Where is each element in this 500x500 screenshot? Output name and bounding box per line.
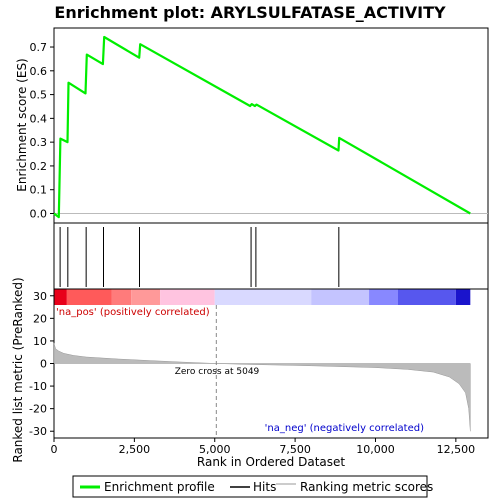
es-panel-frame — [53, 27, 489, 224]
x-tick-label: 12,500 — [437, 443, 476, 456]
x-axis-ticks: 0 2,500 5,000 7,500 10,000 12,500 — [51, 438, 476, 456]
color-bar-segment — [311, 289, 370, 305]
ranking-color-bar — [54, 289, 471, 305]
es-panel-ticks: 0.0 0.1 0.2 0.3 0.4 0.5 0.6 0.7 — [30, 41, 488, 220]
color-bar-segment — [66, 289, 112, 305]
metric-ytick-label: -10 — [29, 380, 47, 393]
x-tick-label: 5,000 — [199, 443, 231, 456]
color-bar-segment — [397, 289, 456, 305]
enrichment-profile-line — [53, 35, 471, 219]
color-bar-segment — [111, 289, 132, 305]
metric-panel-ticks: -30 -20 -10 0 10 20 30 — [29, 290, 54, 438]
color-bar-segment — [131, 289, 161, 305]
x-tick-label: 2,500 — [119, 443, 151, 456]
positive-correlation-label: 'na_pos' (positively correlated) — [56, 307, 210, 318]
es-ytick-label: 0.4 — [30, 112, 48, 125]
color-bar-segment — [455, 289, 471, 305]
zero-cross-label: Zero cross at 5049 — [175, 367, 260, 377]
metric-ytick-label: 0 — [40, 358, 47, 371]
color-bar-segment — [369, 289, 398, 305]
metric-ytick-label: -20 — [29, 403, 47, 416]
hit-marks — [59, 227, 340, 287]
x-tick-label: 10,000 — [356, 443, 395, 456]
es-ytick-label: 0.0 — [30, 207, 48, 220]
x-axis-label: Rank in Ordered Dataset — [197, 455, 345, 469]
chart-title: Enrichment plot: ARYLSULFATASE_ACTIVITY — [54, 3, 446, 22]
color-bar-segment — [160, 289, 215, 305]
hits-panel-frame — [53, 222, 489, 290]
es-ytick-label: 0.3 — [30, 136, 48, 149]
color-bar-segment — [214, 289, 312, 305]
es-ytick-label: 0.7 — [30, 41, 48, 54]
metric-ytick-label: -30 — [29, 425, 47, 438]
metric-ytick-label: 30 — [33, 290, 47, 303]
es-ytick-label: 0.1 — [30, 184, 48, 197]
legend-hits-label: Hits — [253, 480, 276, 494]
x-tick-label: 7,500 — [279, 443, 311, 456]
ranking-metric-area — [53, 343, 471, 432]
es-ytick-label: 0.2 — [30, 160, 48, 173]
metric-ytick-label: 10 — [33, 335, 47, 348]
legend-enrichment-label: Enrichment profile — [104, 480, 215, 494]
es-ytick-label: 0.6 — [30, 65, 48, 78]
metric-ylabel: Ranked list metric (PreRanked) — [11, 277, 25, 462]
es-ylabel: Enrichment score (ES) — [15, 58, 29, 191]
color-bar-segment — [54, 289, 67, 305]
x-tick-label: 0 — [51, 443, 58, 456]
legend-metric-label: Ranking metric scores — [300, 480, 433, 494]
negative-correlation-label: 'na_neg' (negatively correlated) — [265, 423, 424, 434]
es-ytick-label: 0.5 — [30, 89, 48, 102]
metric-ytick-label: 20 — [33, 312, 47, 325]
